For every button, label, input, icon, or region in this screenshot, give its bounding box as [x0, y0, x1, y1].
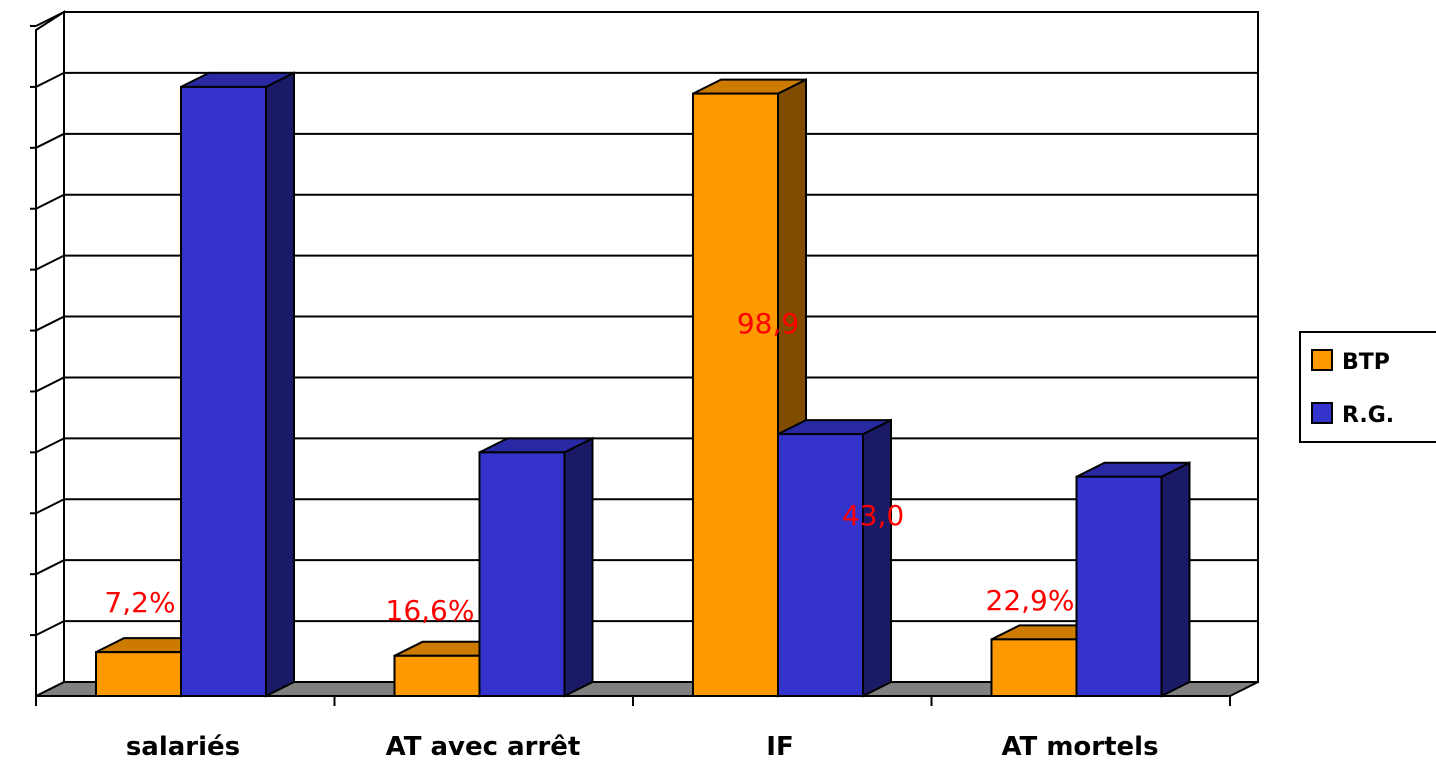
gridline-side	[35, 254, 65, 271]
gridline-side	[35, 72, 65, 88]
legend-label-btp: BTP	[1342, 350, 1390, 375]
legend-swatch-btp	[1311, 349, 1333, 371]
data-label-salaries: 7,2%	[104, 586, 175, 619]
legend-label-rg: R.G.	[1342, 403, 1394, 428]
bar-front	[478, 451, 566, 698]
bar-side	[265, 71, 295, 698]
gridline-side	[35, 376, 65, 393]
data-label-if-rg: 43,0	[842, 499, 904, 532]
bar-side	[1160, 461, 1191, 698]
x-tick-label-at-mortels: AT mortels	[1001, 732, 1158, 761]
legend: BTP R.G.	[1299, 331, 1436, 443]
bar-side	[862, 418, 892, 698]
x-tick-label-salaries: salariés	[126, 732, 240, 761]
bar-rg-1	[478, 436, 594, 698]
gridline-side	[35, 193, 65, 210]
bar-front	[777, 433, 864, 697]
bar-front	[393, 654, 481, 697]
gridline-side	[35, 11, 65, 27]
x-tick-label-at-avec-arret: AT avec arrêt	[386, 732, 581, 761]
gridline-side	[35, 498, 65, 515]
bar-front	[1075, 475, 1163, 697]
gridline-side	[35, 620, 65, 636]
bar-front	[990, 638, 1078, 698]
gridline-side	[35, 559, 65, 576]
data-label-at-mortels: 22,9%	[986, 584, 1075, 617]
gridline-side	[35, 437, 65, 454]
bar-btp-2	[692, 77, 807, 698]
bar-rg-2	[777, 418, 892, 698]
legend-swatch-rg	[1311, 402, 1333, 424]
x-axis-ticks	[35, 696, 1231, 706]
bar-side	[563, 436, 594, 698]
bar-front	[95, 651, 182, 697]
bars	[95, 71, 1191, 698]
bar-front	[180, 85, 267, 697]
bar-rg-0	[180, 71, 295, 698]
bar-front	[692, 92, 779, 698]
plot-left-wall	[35, 10, 65, 698]
data-label-at-avec-arret: 16,6%	[386, 594, 475, 627]
data-label-if-btp: 98,9	[737, 307, 799, 340]
gridline-side	[35, 315, 65, 332]
bar-rg-3	[1075, 461, 1191, 698]
x-tick-label-if: IF	[766, 732, 793, 761]
gridline-side	[35, 132, 65, 149]
